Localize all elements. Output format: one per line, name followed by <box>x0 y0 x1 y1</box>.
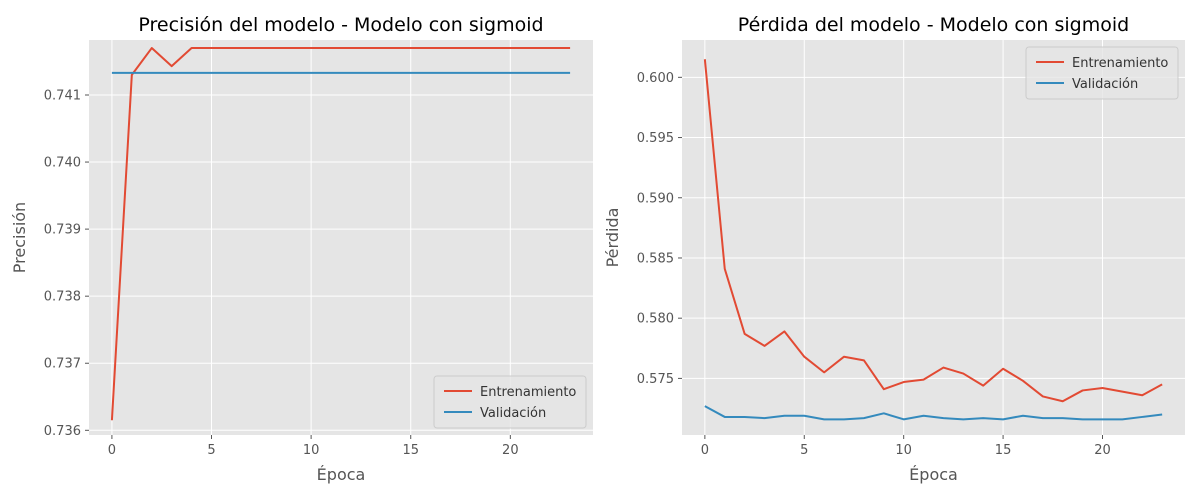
chart-2-x-tick-label: 20 <box>1094 443 1111 458</box>
chart-1-y-tick-label: 0.741 <box>44 88 81 103</box>
chart-1-legend: Entrenamiento Validación <box>433 375 587 429</box>
chart-2-y-axis-label: Pérdida <box>603 208 622 268</box>
chart-2-y-tick-label: 0.595 <box>637 131 674 146</box>
chart-2-legend: Entrenamiento Validación <box>1025 46 1179 100</box>
chart-2-y-tick-label: 0.580 <box>637 312 674 327</box>
chart-2: 0 5 10 15 20 0.575 0.580 0.585 0.590 0.595 0.600 Pé… <box>603 14 1185 484</box>
chart-2-x-tick-label: 15 <box>995 443 1012 458</box>
chart-2-y-tick-label: 0.590 <box>637 191 674 206</box>
chart-1-x-axis-label: Época <box>317 465 366 484</box>
chart-2-series-entrenamiento-line <box>703 59 1163 403</box>
chart-1-y-tick-label: 0.738 <box>44 290 81 305</box>
chart-1-x-tick-label: 15 <box>402 443 419 458</box>
chart-2-y-tick-label: 0.600 <box>637 71 674 86</box>
chart-2-series-validacion-line <box>704 405 1163 421</box>
chart-1-x-tick-label: 20 <box>502 443 519 458</box>
chart-1-y-tick-label: 0.740 <box>44 156 81 171</box>
chart-1-y-tick-label: 0.736 <box>44 424 81 439</box>
chart-1-plot-area <box>89 40 593 435</box>
chart-2-x-tick-label: 0 <box>701 443 709 458</box>
chart-2-legend-label-validacion: Validación <box>1072 77 1138 92</box>
chart-2-legend-label-entrenamiento: Entrenamiento <box>1072 56 1168 71</box>
chart-1-legend-label-entrenamiento: Entrenamiento <box>480 385 576 400</box>
chart-1-y-tick-label: 0.737 <box>44 357 81 372</box>
chart-1-y-tick-label: 0.739 <box>44 223 81 238</box>
chart-1-legend-box <box>433 375 587 429</box>
chart-1-y-axis-label: Precisión <box>10 202 29 273</box>
chart-1-series-entrenamiento-line <box>110 47 571 421</box>
chart-2-x-axis-label: Época <box>909 465 958 484</box>
chart-2-y-tick-label: 0.585 <box>637 251 674 266</box>
chart-1-title: Precisión del modelo - Modelo con sigmoi… <box>138 14 543 36</box>
chart-1-x-tick-label: 0 <box>108 443 116 458</box>
chart-1-x-tick-label: 5 <box>207 443 215 458</box>
chart-1-x-tick-label: 10 <box>303 443 320 458</box>
chart-2-x-tick-label: 5 <box>800 443 808 458</box>
chart-2-y-tick-label: 0.575 <box>637 372 674 387</box>
chart-1: 0 5 10 15 20 0.736 0.737 0.738 0.739 0.740 0.741 Pr… <box>10 14 593 484</box>
chart-2-title: Pérdida del modelo - Modelo con sigmoid <box>738 14 1129 36</box>
chart-1-legend-label-validacion: Validación <box>480 406 546 421</box>
chart-2-legend-box <box>1025 46 1179 100</box>
chart-2-plot-area <box>682 40 1185 435</box>
chart-2-x-tick-label: 10 <box>895 443 912 458</box>
